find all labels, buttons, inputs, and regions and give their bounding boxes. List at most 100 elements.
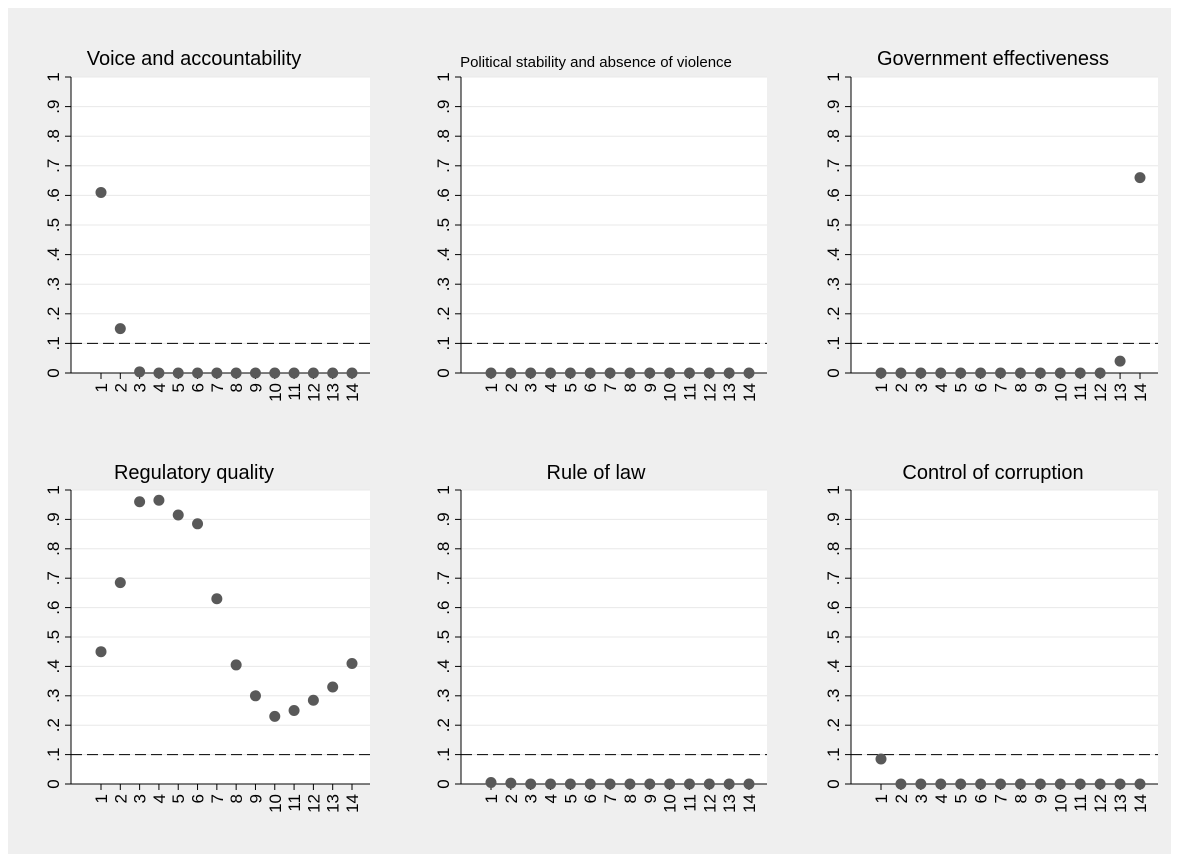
data-point xyxy=(955,367,967,379)
x-tick-label: 3 xyxy=(522,794,541,803)
x-tick-label: 5 xyxy=(561,383,580,392)
y-tick-label: 0 xyxy=(434,368,453,377)
x-tick-label: 8 xyxy=(621,383,640,392)
data-point xyxy=(153,494,165,506)
x-tick-label: 8 xyxy=(227,383,246,392)
data-point xyxy=(584,778,596,790)
y-tick-label: .4 xyxy=(824,659,843,673)
y-tick-label: .8 xyxy=(44,129,63,143)
data-point xyxy=(975,367,987,379)
x-tick-label: 8 xyxy=(1011,794,1030,803)
y-tick-label: .6 xyxy=(434,601,453,615)
data-point xyxy=(1054,778,1066,790)
data-point xyxy=(269,367,281,379)
data-point xyxy=(505,777,517,789)
y-tick-label: .8 xyxy=(44,542,63,556)
data-point xyxy=(935,778,947,790)
data-point xyxy=(624,778,636,790)
data-point xyxy=(114,323,126,335)
x-tick-label: 6 xyxy=(189,794,208,803)
x-tick-label: 14 xyxy=(740,794,759,813)
x-tick-label: 2 xyxy=(892,794,911,803)
y-tick-label: .4 xyxy=(44,659,63,673)
x-tick-label: 11 xyxy=(1071,794,1090,812)
chart-title: Regulatory quality xyxy=(114,462,274,484)
y-tick-label: .7 xyxy=(44,159,63,173)
y-tick-label: 1 xyxy=(44,485,63,494)
y-tick-label: .5 xyxy=(44,218,63,232)
x-tick-label: 2 xyxy=(502,383,521,392)
data-point xyxy=(545,778,557,790)
x-tick-label: 4 xyxy=(542,383,561,392)
x-tick-label: 10 xyxy=(266,794,285,813)
chart-title: Voice and accountability xyxy=(87,48,302,70)
x-tick-label: 3 xyxy=(131,794,150,803)
data-point xyxy=(895,778,907,790)
x-tick-label: 5 xyxy=(952,383,971,392)
x-tick-label: 11 xyxy=(285,794,304,812)
x-tick-label: 4 xyxy=(150,794,169,803)
y-tick-label: .6 xyxy=(434,188,453,202)
y-tick-label: .9 xyxy=(44,100,63,114)
x-tick-label: 9 xyxy=(1031,794,1050,803)
data-point xyxy=(346,367,358,379)
x-tick-label: 4 xyxy=(932,383,951,392)
y-tick-label: .2 xyxy=(44,307,63,321)
y-tick-label: .5 xyxy=(434,630,453,644)
data-point xyxy=(505,367,517,379)
x-tick-label: 9 xyxy=(246,794,265,803)
y-tick-label: .9 xyxy=(824,100,843,114)
data-point xyxy=(1114,778,1126,790)
data-point xyxy=(288,705,300,716)
y-tick-label: .4 xyxy=(824,248,843,262)
y-tick-label: .8 xyxy=(824,129,843,143)
x-tick-label: 3 xyxy=(912,794,931,803)
data-point xyxy=(723,367,735,379)
data-point xyxy=(1054,367,1066,379)
data-point xyxy=(1134,778,1146,790)
data-point xyxy=(1134,172,1146,184)
chart-panel-4: 0.1.2.3.4.5.6.7.8.911 2 3 4 5 6 7 8 9 10 11 12 13 14R… xyxy=(44,462,370,813)
data-point xyxy=(975,778,987,790)
x-tick-label: 2 xyxy=(892,383,911,392)
data-point xyxy=(249,367,261,379)
x-tick-label: 12 xyxy=(700,383,719,402)
y-tick-label: .7 xyxy=(44,571,63,585)
data-point xyxy=(915,367,927,379)
y-tick-label: .2 xyxy=(434,307,453,321)
data-point xyxy=(545,367,557,379)
y-tick-label: .6 xyxy=(824,188,843,202)
x-tick-label: 11 xyxy=(680,794,699,812)
x-tick-label: 4 xyxy=(542,794,561,803)
x-tick-label: 2 xyxy=(111,794,130,803)
x-tick-label: 8 xyxy=(1011,383,1030,392)
y-tick-label: 0 xyxy=(44,779,63,788)
y-tick-label: .2 xyxy=(44,718,63,732)
x-tick-label: 12 xyxy=(1091,383,1110,402)
data-point xyxy=(1074,367,1086,379)
data-point xyxy=(211,593,223,605)
data-point xyxy=(172,367,184,379)
y-tick-label: .3 xyxy=(434,277,453,291)
x-tick-label: 7 xyxy=(208,383,227,392)
data-point xyxy=(153,367,165,379)
chart-title: Rule of law xyxy=(547,462,646,484)
y-tick-label: 1 xyxy=(434,485,453,494)
data-point xyxy=(683,367,695,379)
figure: 0.1.2.3.4.5.6.7.8.9 1 1 2 3 4 5 6 7 8 9 10 11 12 13 14 V… xyxy=(8,8,1171,854)
y-tick-label: .7 xyxy=(434,159,453,173)
y-tick-label: 1 xyxy=(434,72,453,81)
data-point xyxy=(230,367,242,379)
data-point xyxy=(172,509,184,521)
y-tick-label: .5 xyxy=(44,630,63,644)
data-point xyxy=(723,778,735,790)
x-tick-label: 12 xyxy=(304,383,323,402)
y-tick-label: .1 xyxy=(44,336,63,350)
y-tick-label: 0 xyxy=(434,779,453,788)
x-tick-label: 11 xyxy=(1071,383,1090,401)
data-point xyxy=(1094,367,1106,379)
y-tick-label: .3 xyxy=(824,277,843,291)
y-tick-label: .3 xyxy=(44,689,63,703)
x-tick-label: 6 xyxy=(581,794,600,803)
chart-panel-2: 0.1.2.3.4.5.6.7.8.911 2 3 4 5 6 7 8 9 10 11 12 13 14P… xyxy=(434,54,767,402)
